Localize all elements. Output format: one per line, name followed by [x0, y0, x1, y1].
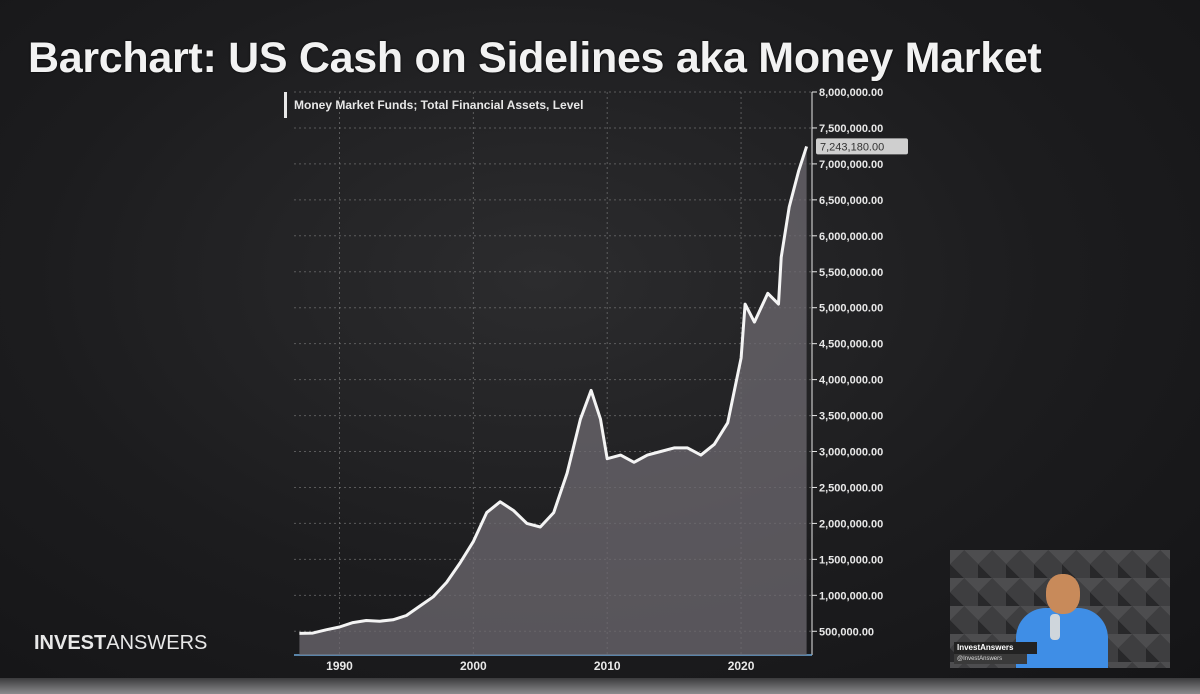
y-tick-label: 3,500,000.00	[819, 411, 883, 423]
y-tick-label: 5,500,000.00	[819, 267, 883, 279]
webcam-handle: @InvestAnswers	[954, 654, 1027, 664]
brand-light: ANSWERS	[106, 632, 208, 654]
tv-bezel	[0, 678, 1200, 694]
series-area	[299, 146, 807, 655]
series-line	[299, 145, 809, 635]
presenter-head	[1046, 574, 1080, 614]
y-tick-label: 3,000,000.00	[819, 447, 883, 459]
y-tick-label: 4,000,000.00	[819, 375, 883, 387]
y-tick-label: 2,500,000.00	[819, 482, 883, 494]
y-tick-label: 1,500,000.00	[819, 554, 883, 566]
webcam-overlay: InvestAnswers @InvestAnswers	[950, 550, 1170, 668]
y-tick-label: 4,500,000.00	[819, 339, 883, 351]
brand-bold: INVEST	[34, 632, 107, 654]
y-tick-label: 5,000,000.00	[819, 303, 883, 315]
y-tick-label: 7,500,000.00	[819, 123, 883, 135]
x-tick-label: 2000	[460, 659, 487, 673]
y-tick-label: 2,000,000.00	[819, 518, 883, 530]
page-title: Barchart: US Cash on Sidelines aka Money…	[28, 34, 1042, 82]
last-value-label: 7,243,180.00	[820, 141, 884, 153]
x-tick-label: 2020	[728, 659, 755, 673]
y-tick-label: 6,000,000.00	[819, 231, 883, 243]
series-label: Money Market Funds; Total Financial Asse…	[284, 92, 583, 118]
brand-logo: INVESTANSWERS	[34, 630, 207, 656]
y-tick-label: 1,000,000.00	[819, 590, 883, 602]
x-tick-label: 1990	[326, 659, 353, 673]
webcam-name: InvestAnswers	[954, 642, 1037, 654]
microphone-icon	[1050, 614, 1060, 640]
y-tick-label: 7,000,000.00	[819, 159, 883, 171]
y-tick-label: 8,000,000.00	[819, 87, 883, 99]
presenter-body	[1016, 608, 1108, 668]
y-tick-label: 6,500,000.00	[819, 195, 883, 207]
y-tick-label: 500,000.00	[819, 626, 874, 638]
x-tick-label: 2010	[594, 659, 621, 673]
last-value-box	[816, 138, 908, 155]
